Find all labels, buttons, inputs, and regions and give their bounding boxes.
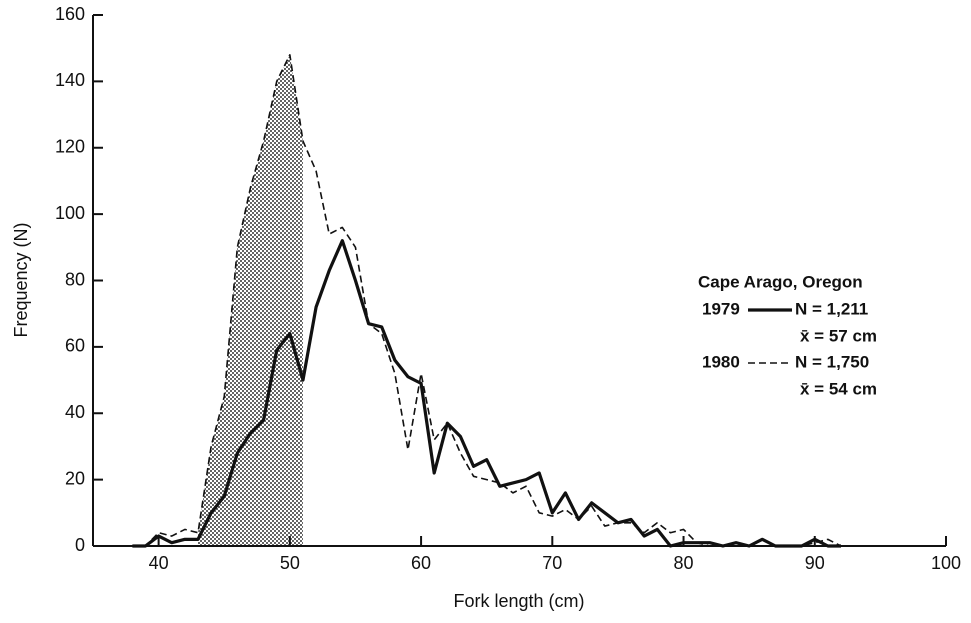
y-tick-label: 0	[75, 535, 85, 555]
series-line	[132, 54, 842, 547]
y-tick-label: 20	[65, 468, 85, 488]
legend-n: N = 1,750	[795, 352, 869, 371]
y-tick-label: 100	[55, 203, 85, 223]
x-tick-label: 100	[931, 553, 961, 573]
y-tick-label: 80	[65, 269, 85, 289]
legend-title: Cape Arago, Oregon	[698, 272, 863, 291]
x-tick-label: 80	[674, 553, 694, 573]
shaded-area	[197, 54, 303, 546]
x-tick-label: 50	[280, 553, 300, 573]
x-tick-label: 70	[542, 553, 562, 573]
y-axis-label: Frequency (N)	[11, 222, 31, 337]
legend-mean: x̄ = 54 cm	[800, 379, 877, 398]
y-tick-label: 140	[55, 70, 85, 90]
legend-label: 1980	[702, 352, 740, 371]
y-tick-label: 60	[65, 336, 85, 356]
y-tick-label: 160	[55, 4, 85, 24]
y-tick-label: 120	[55, 137, 85, 157]
x-tick-label: 40	[149, 553, 169, 573]
y-tick-label: 40	[65, 402, 85, 422]
legend-label: 1979	[702, 299, 740, 318]
x-tick-label: 90	[805, 553, 825, 573]
x-tick-label: 60	[411, 553, 431, 573]
x-axis-label: Fork length (cm)	[453, 591, 584, 611]
legend-n: N = 1,211	[795, 299, 868, 318]
legend-mean: x̄ = 57 cm	[800, 326, 877, 345]
